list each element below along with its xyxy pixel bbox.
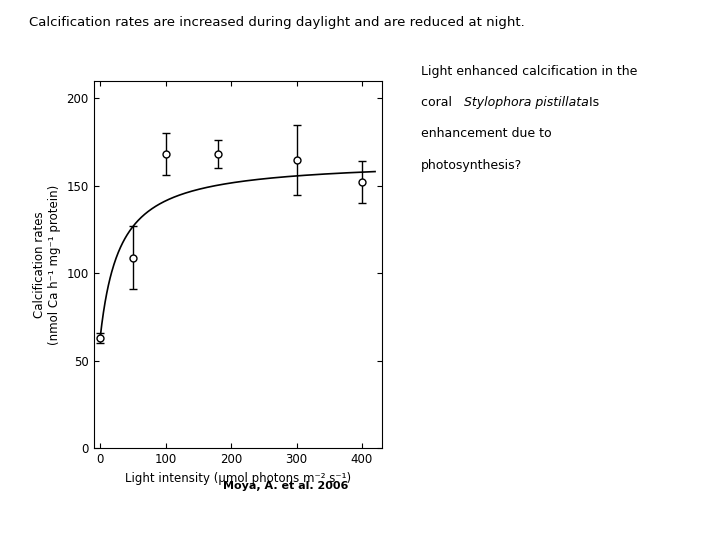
Text: Calcification rates are increased during daylight and are reduced at night.: Calcification rates are increased during… [29, 16, 525, 29]
X-axis label: Light intensity (μmol photons m⁻² s⁻¹): Light intensity (μmol photons m⁻² s⁻¹) [125, 471, 351, 484]
Text: photosynthesis?: photosynthesis? [421, 159, 523, 172]
Text: Stylophora pistillata: Stylophora pistillata [464, 96, 589, 109]
Text: enhancement due to: enhancement due to [421, 127, 552, 140]
Text: Moya, A. et al. 2006: Moya, A. et al. 2006 [223, 481, 348, 491]
Text: Light enhanced calcification in the: Light enhanced calcification in the [421, 65, 638, 78]
Y-axis label: Calcification rates
(nmol Ca h⁻¹ mg⁻¹ protein): Calcification rates (nmol Ca h⁻¹ mg⁻¹ pr… [33, 185, 61, 345]
Text: coral: coral [421, 96, 456, 109]
Text: . Is: . Is [581, 96, 599, 109]
